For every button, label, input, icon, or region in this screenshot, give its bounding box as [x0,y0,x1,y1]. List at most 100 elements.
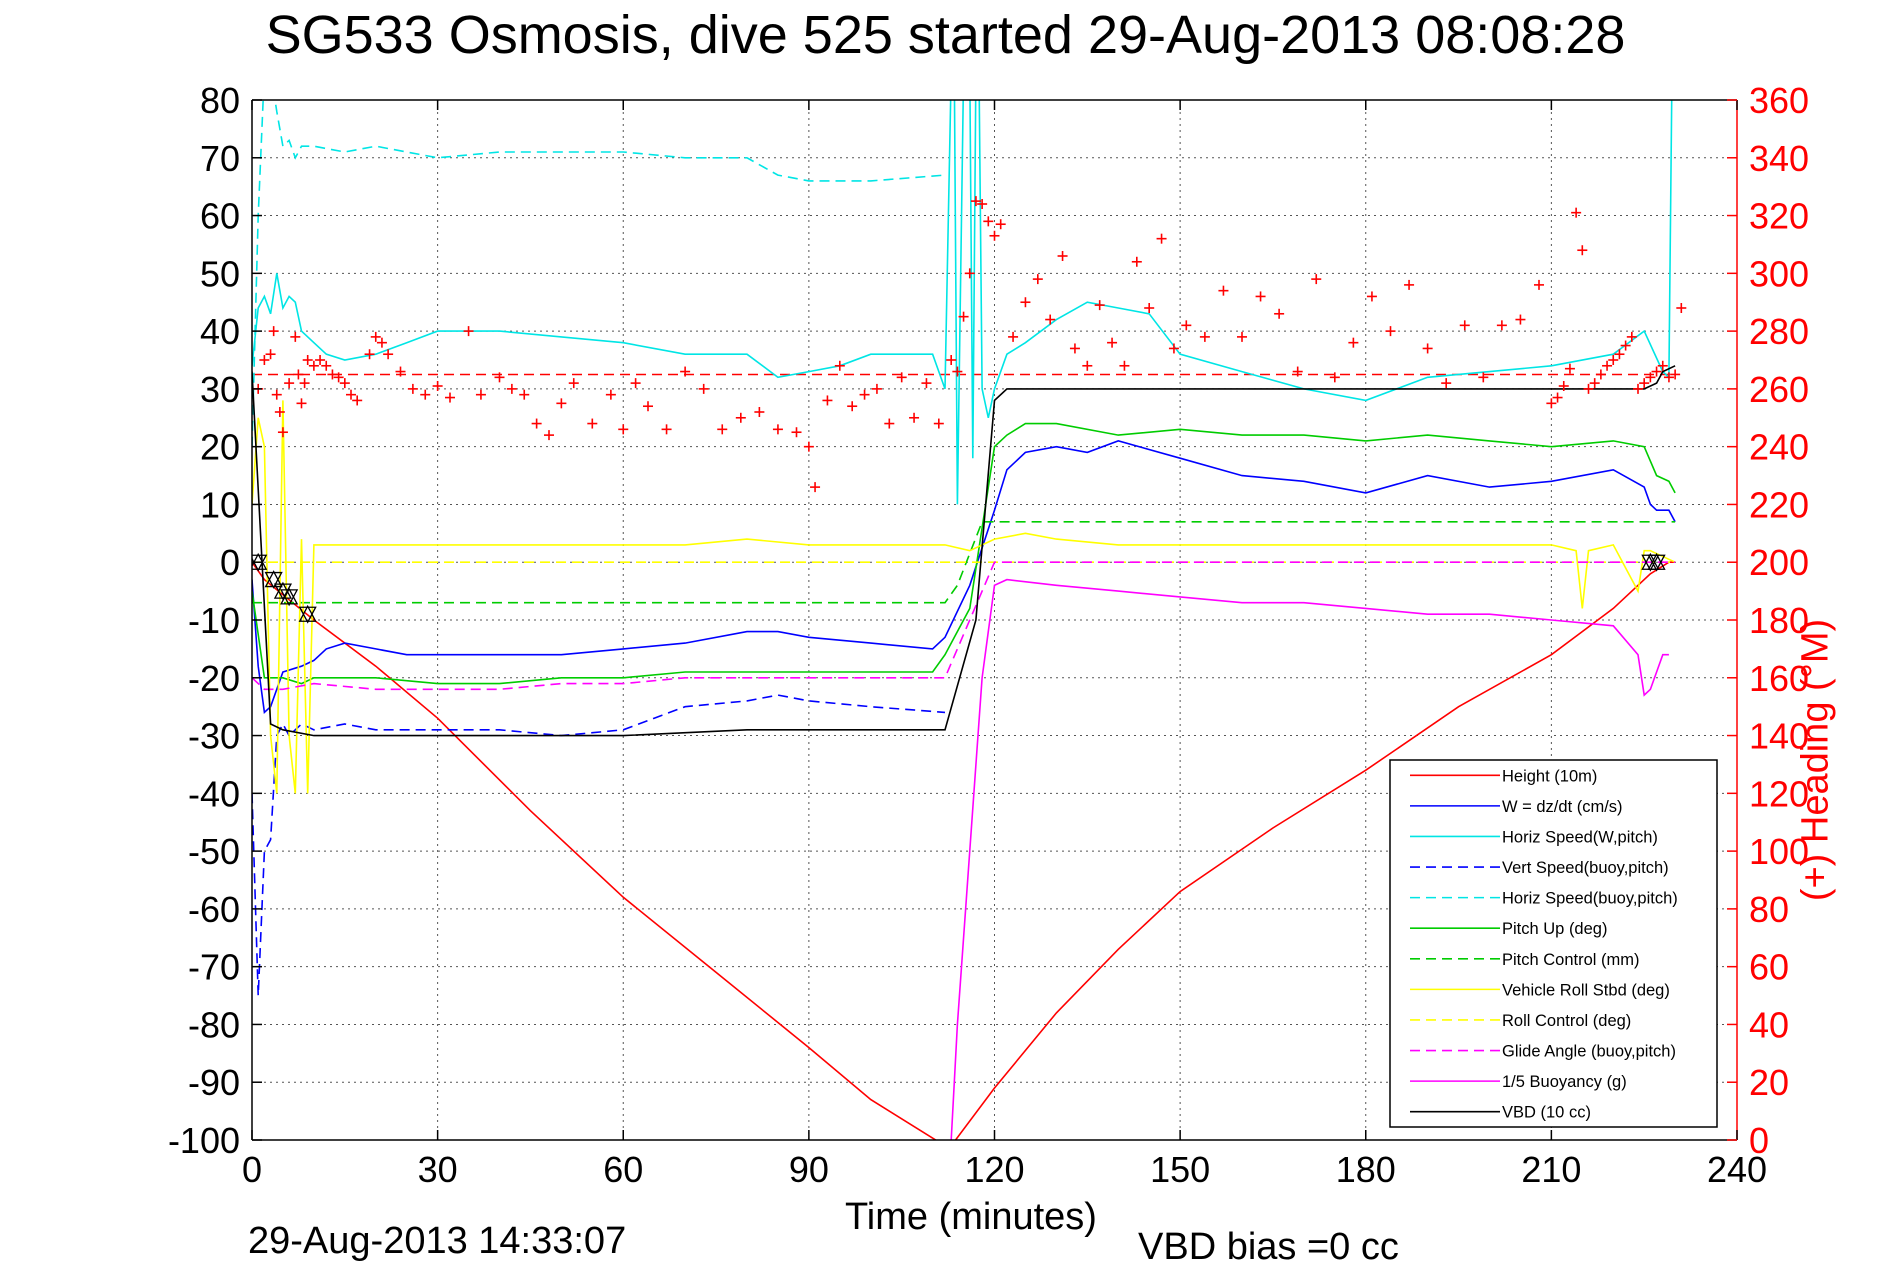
heading-point [1366,291,1377,302]
y-tick-label: 70 [200,138,240,179]
heading-point [1292,366,1303,377]
heading-point [1441,378,1452,389]
heading-point [989,230,1000,241]
heading-point [859,389,870,400]
heading-point [643,401,653,412]
legend-box [1389,759,1718,1128]
marker-triangle-inverted [264,571,283,589]
series-group [252,100,1687,1140]
heading-point [810,482,821,493]
y-tick-label: -30 [188,716,240,757]
heading-point [1534,279,1544,290]
heading-point [1620,340,1631,351]
y2-tick-label: 300 [1749,253,1809,294]
y2-tick-labels: 3603403203002802602402202001801601401201… [1727,80,1809,1161]
y2-tick-label: 360 [1749,80,1809,121]
heading-point [445,392,455,403]
heading-point [333,372,344,383]
heading-point [1478,372,1489,383]
legend-label: Vert Speed(buoy,pitch) [1502,859,1669,877]
series-line-glide-angle-buoy-pitch [252,561,1676,691]
legend-label: Horiz Speed(W,pitch) [1502,828,1658,846]
series-line-vbd-10-cc [252,365,1676,737]
heading-point [1199,331,1210,342]
y-tick-label: 60 [200,196,240,237]
heading-point [822,395,833,406]
heading-point [308,360,319,371]
heading-point [463,326,474,337]
legend-label: Roll Control (deg) [1502,1012,1631,1030]
heading-point [519,389,530,400]
y-tick-label: -10 [188,600,240,641]
heading-point [494,372,505,383]
heading-point [847,401,858,412]
heading-point [1645,372,1656,383]
heading-point [1571,207,1582,218]
heading-point [296,398,307,409]
y-tick-label: 40 [200,311,240,352]
heading-point [1577,245,1588,256]
y2-tick-label: 160 [1749,658,1809,699]
heading-point [896,372,907,383]
heading-point [977,199,988,209]
heading-point [346,389,356,400]
x-tick-label: 90 [789,1149,829,1190]
heading-point [958,311,969,322]
heading-point [1069,343,1080,354]
heading-point [339,378,350,389]
heading-point [1255,291,1266,302]
legend-label: Pitch Control (mm) [1502,951,1640,969]
heading-point [630,378,641,389]
y-tick-label: -60 [188,889,240,930]
heading-point [1676,303,1687,313]
heading-point [1595,369,1606,380]
heading-point [1422,343,1433,354]
marker-point [1647,552,1666,572]
marker-point [264,570,283,589]
heading-point [1583,383,1594,394]
y-tick-label: -80 [188,1004,240,1045]
heading-point [265,349,276,360]
legend-label: W = dz/dt (cm/s) [1502,798,1623,816]
legend-label: Vehicle Roll Stbd (deg) [1502,981,1670,999]
heading-point [268,326,279,337]
heading-point [1651,366,1662,377]
heading-point [1552,392,1563,403]
y-tick-label: -90 [188,1062,240,1103]
heading-point [618,424,629,435]
heading-point [995,219,1006,230]
y2-tick-label: 100 [1749,831,1809,872]
marker-triangle [280,587,299,605]
marker-point [280,587,299,607]
heading-point [1094,300,1105,311]
heading-point [1663,372,1674,383]
legend-label: Height (10m) [1502,767,1597,785]
heading-point [293,369,304,380]
heading-point [364,349,375,360]
vbd-bias-note: VBD bias =0 cc [1138,1226,1399,1268]
series-line-height-10m [252,561,1676,1140]
heading-point [983,216,994,227]
marker-triangle-inverted [298,606,317,624]
heading-point [315,355,326,365]
marker-point [298,604,317,624]
heading-point [1459,320,1470,331]
heading-point [1144,303,1155,313]
heading-point [909,412,920,423]
heading-point [1515,314,1526,325]
legend-label: VBD (10 cc) [1502,1104,1591,1122]
series-line-1-5-buoyancy-g [950,578,1669,1140]
y-tick-label: -50 [188,831,240,872]
y2-tick-label: 320 [1749,196,1809,237]
heading-point [376,337,387,348]
heading-point [735,412,746,423]
heading-point [1082,360,1093,371]
heading-point [791,427,802,438]
heading-point [556,398,567,409]
y2-tick-label: 120 [1749,773,1809,814]
heading-point [1404,279,1415,290]
heading-point [1496,320,1507,331]
y2-tick-label: 80 [1749,889,1789,930]
legend-label: Horiz Speed(buoy,pitch) [1502,890,1678,908]
heading-point [698,383,709,394]
